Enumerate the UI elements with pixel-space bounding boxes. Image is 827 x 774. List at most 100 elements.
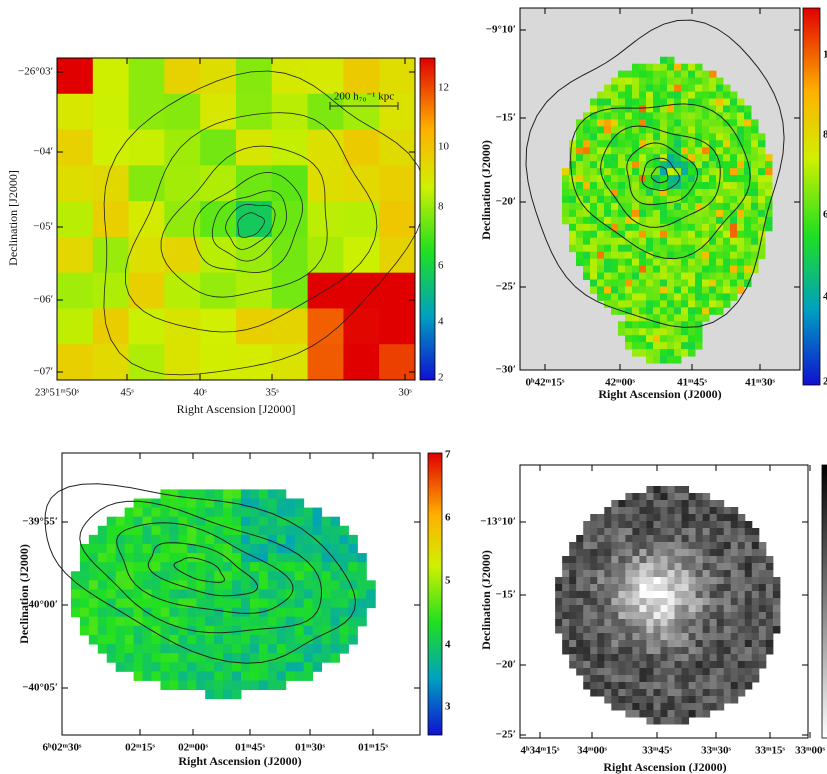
map-pixel bbox=[267, 662, 278, 672]
map-pixel bbox=[178, 562, 188, 572]
map-pixel bbox=[312, 553, 323, 563]
map-pixel bbox=[205, 634, 215, 645]
map-pixel bbox=[667, 521, 676, 529]
map-pixel bbox=[133, 553, 144, 563]
map-pixel bbox=[737, 195, 745, 204]
map-pixel bbox=[681, 654, 690, 662]
map-pixel bbox=[646, 507, 654, 515]
frame bbox=[61, 452, 421, 736]
map-pixel bbox=[276, 507, 287, 518]
map-pixel bbox=[625, 84, 633, 93]
map-pixel bbox=[646, 70, 654, 79]
map-pixel bbox=[169, 580, 179, 590]
map-pixel bbox=[723, 126, 731, 134]
map-pixel bbox=[604, 216, 612, 225]
map-pixel bbox=[597, 584, 605, 592]
map-pixel bbox=[236, 236, 273, 274]
map-pixel bbox=[716, 293, 724, 301]
map-pixel bbox=[730, 91, 738, 99]
map-pixel bbox=[695, 682, 704, 690]
map-pixel bbox=[730, 230, 738, 239]
map-pixel bbox=[70, 589, 81, 600]
map-pixel bbox=[258, 671, 269, 681]
map-pixel bbox=[688, 577, 697, 585]
map-pixel bbox=[653, 154, 661, 162]
map-pixel bbox=[348, 580, 358, 590]
map-pixel bbox=[744, 272, 752, 280]
map-pixel bbox=[695, 265, 703, 274]
map-pixel bbox=[688, 328, 696, 336]
map-pixel bbox=[744, 521, 753, 529]
map-pixel bbox=[653, 577, 661, 585]
map-pixel bbox=[695, 251, 703, 260]
map-pixel bbox=[178, 616, 188, 627]
map-pixel bbox=[597, 230, 605, 239]
map-pixel bbox=[106, 616, 117, 627]
map-pixel bbox=[730, 668, 739, 676]
map-pixel bbox=[597, 251, 605, 260]
map-pixel bbox=[695, 189, 703, 197]
map-pixel bbox=[667, 349, 675, 357]
map-pixel bbox=[639, 675, 647, 683]
map-pixel bbox=[562, 605, 570, 613]
map-pixel bbox=[285, 616, 296, 627]
map-pixel bbox=[618, 668, 626, 676]
map-pixel bbox=[660, 542, 669, 550]
map-pixel bbox=[611, 633, 619, 641]
map-pixel bbox=[205, 571, 215, 581]
map-pixel bbox=[196, 625, 206, 636]
map-pixel bbox=[674, 342, 682, 350]
map-pixel bbox=[223, 525, 233, 536]
map-pixel bbox=[765, 161, 773, 169]
map-pixel bbox=[667, 258, 675, 267]
map-pixel bbox=[681, 147, 689, 155]
map-pixel bbox=[646, 675, 654, 683]
map-pixel bbox=[223, 543, 233, 554]
map-pixel bbox=[667, 168, 675, 176]
map-pixel bbox=[674, 507, 683, 515]
map-pixel bbox=[639, 168, 647, 176]
map-pixel bbox=[611, 591, 619, 599]
x-tick-label: 41ᵐ45ˢ bbox=[677, 377, 707, 389]
map-pixel bbox=[646, 612, 654, 620]
map-pixel bbox=[688, 161, 696, 169]
map-pixel bbox=[653, 84, 661, 93]
map-pixel bbox=[307, 58, 344, 95]
map-pixel bbox=[611, 140, 619, 148]
map-pixel bbox=[632, 182, 640, 190]
map-pixel bbox=[604, 140, 612, 148]
map-pixel bbox=[723, 507, 732, 515]
map-pixel bbox=[258, 507, 269, 518]
map-pixel bbox=[660, 161, 668, 169]
map-pixel bbox=[667, 696, 676, 704]
map-pixel bbox=[92, 93, 130, 131]
map-pixel bbox=[639, 640, 647, 648]
map-pixel bbox=[688, 535, 697, 543]
map-pixel bbox=[730, 514, 739, 522]
map-pixel bbox=[223, 680, 233, 691]
map-pixel bbox=[632, 584, 640, 592]
y-tick-label: −15′ bbox=[496, 589, 516, 601]
map-pixel bbox=[688, 682, 697, 690]
map-pixel bbox=[604, 682, 612, 690]
map-pixel bbox=[737, 626, 746, 634]
map-pixel bbox=[639, 251, 647, 260]
map-pixel bbox=[653, 91, 661, 99]
map-pixel bbox=[597, 591, 605, 599]
map-pixel bbox=[646, 570, 654, 578]
map-pixel bbox=[730, 244, 738, 253]
map-pixel bbox=[653, 209, 661, 218]
map-pixel bbox=[688, 98, 696, 106]
map-pixel bbox=[583, 675, 591, 683]
map-pixel bbox=[639, 195, 647, 204]
map-pixel bbox=[737, 549, 746, 557]
map-pixel bbox=[688, 542, 697, 550]
map-pixel bbox=[737, 279, 745, 287]
map-pixel bbox=[688, 668, 697, 676]
map-pixel bbox=[702, 244, 710, 253]
map-pixel bbox=[688, 703, 697, 711]
map-pixel bbox=[758, 584, 767, 592]
map-pixel bbox=[223, 516, 233, 527]
map-pixel bbox=[702, 612, 711, 620]
map-pixel bbox=[618, 542, 626, 550]
